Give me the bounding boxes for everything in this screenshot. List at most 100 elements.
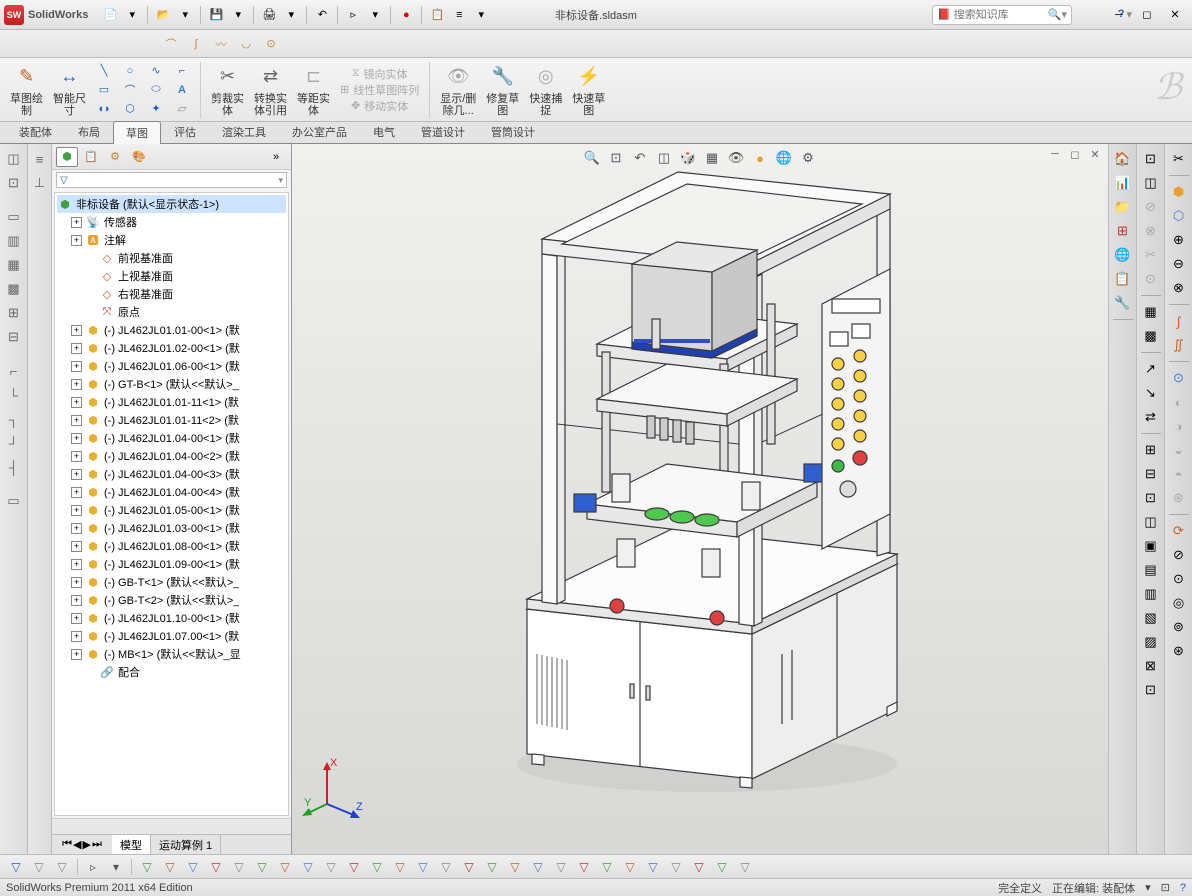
ribbon-tab-0[interactable]: 装配体: [6, 120, 65, 143]
r2-11[interactable]: ⇄: [1140, 406, 1162, 428]
sketch-button[interactable]: ✎ 草图绘 制: [6, 61, 47, 119]
tree-expand-toggle[interactable]: +: [71, 469, 82, 480]
tree-expand-toggle[interactable]: +: [71, 595, 82, 606]
ribbon-tab-7[interactable]: 管道设计: [408, 120, 478, 143]
r3-14[interactable]: ⊛: [1168, 487, 1190, 509]
dropdown-icon[interactable]: ▾: [471, 5, 491, 25]
open-button[interactable]: 📂: [153, 5, 173, 25]
ribbon-tab-2[interactable]: 草图: [113, 121, 161, 144]
b-16[interactable]: ▽: [482, 858, 502, 876]
tree-item[interactable]: +⬢(-) JL462JL01.10-00<1> (默: [57, 609, 286, 627]
close-button[interactable]: ✕: [1162, 6, 1188, 24]
dropdown-icon[interactable]: ▾: [122, 5, 142, 25]
tree-item[interactable]: +⬢(-) JL462JL01.01-11<2> (默: [57, 411, 286, 429]
b-17[interactable]: ▽: [505, 858, 525, 876]
r3-18[interactable]: ◎: [1168, 592, 1190, 614]
mirror-label[interactable]: 镜向实体: [363, 66, 407, 82]
show-hide-button[interactable]: 👁 显示/删 除几...: [436, 61, 480, 119]
b-13[interactable]: ▽: [413, 858, 433, 876]
b-6[interactable]: ▽: [252, 858, 272, 876]
r2-19[interactable]: ▧: [1140, 607, 1162, 629]
tree-tab-property[interactable]: 📋: [80, 147, 102, 167]
vp-minimize[interactable]: ─: [1046, 146, 1064, 162]
options-button[interactable]: 📋: [427, 5, 447, 25]
tree-item[interactable]: +🅰注解: [57, 231, 286, 249]
r3-13[interactable]: ◓: [1168, 463, 1190, 485]
tree-item[interactable]: +⬢(-) JL462JL01.02-00<1> (默: [57, 339, 286, 357]
search-go-icon[interactable]: 🔍: [1048, 8, 1062, 21]
r3-7[interactable]: ∫: [1168, 310, 1190, 332]
r2-10[interactable]: ↘: [1140, 382, 1162, 404]
b-27[interactable]: ▽: [735, 858, 755, 876]
r3-6[interactable]: ⊗: [1168, 277, 1190, 299]
left-tool-5[interactable]: ▦: [3, 254, 25, 276]
move-label[interactable]: 移动实体: [364, 98, 408, 114]
tree-expand-toggle[interactable]: +: [71, 235, 82, 246]
r3-5[interactable]: ⊖: [1168, 253, 1190, 275]
left-tool-9[interactable]: ⌐: [3, 360, 25, 382]
b-filter-1[interactable]: ▽: [6, 858, 26, 876]
tree-hscroll[interactable]: [52, 818, 291, 834]
tree-item[interactable]: ◇右视基准面: [57, 285, 286, 303]
left-tool-2[interactable]: ⊡: [3, 172, 25, 194]
ribbon-tab-1[interactable]: 布局: [65, 120, 113, 143]
search-dropdown-icon[interactable]: ▾: [1061, 8, 1067, 21]
filter-dropdown-icon[interactable]: ▾: [278, 175, 283, 186]
r3-12[interactable]: ◒: [1168, 439, 1190, 461]
arc-tool[interactable]: ⌒: [118, 81, 142, 99]
tree-item[interactable]: +⬢(-) JL462JL01.04-00<4> (默: [57, 483, 286, 501]
motion-tab-1[interactable]: 运动算例 1: [151, 835, 221, 854]
polygon-tool[interactable]: ⬡: [118, 100, 142, 118]
offset-button[interactable]: ⊏ 等距实 体: [293, 61, 334, 119]
tree-expand-toggle[interactable]: +: [71, 415, 82, 426]
search-input[interactable]: [954, 9, 1048, 21]
view-triad[interactable]: X Y Z: [302, 754, 372, 824]
r3-9[interactable]: ⊙: [1168, 367, 1190, 389]
display-style-button[interactable]: ▦: [702, 148, 722, 168]
search-box[interactable]: 📕 🔍 ▾: [932, 5, 1072, 25]
tree-tab-display[interactable]: 🎨: [128, 147, 150, 167]
b-4[interactable]: ▽: [206, 858, 226, 876]
repair-button[interactable]: 🔧 修复草 图: [482, 61, 523, 119]
tab-nav-first[interactable]: ⏮: [62, 838, 72, 851]
tree-item[interactable]: +⬢(-) JL462JL01.04-00<3> (默: [57, 465, 286, 483]
appearance-button[interactable]: ●: [750, 148, 770, 168]
tree-expand-toggle[interactable]: +: [71, 451, 82, 462]
b-25[interactable]: ▽: [689, 858, 709, 876]
tree-item[interactable]: +⬢(-) GT-B<1> (默认<<默认>_: [57, 375, 286, 393]
r3-4[interactable]: ⊕: [1168, 229, 1190, 251]
surface-tool-2[interactable]: ∫: [185, 33, 207, 55]
rect-tool[interactable]: ▭: [92, 81, 116, 99]
tree-item[interactable]: +⬢(-) JL462JL01.08-00<1> (默: [57, 537, 286, 555]
tree-item[interactable]: +⬢(-) JL462JL01.04-00<1> (默: [57, 429, 286, 447]
r2-13[interactable]: ⊟: [1140, 463, 1162, 485]
print-button[interactable]: 🖨: [259, 5, 279, 25]
b-5[interactable]: ▽: [229, 858, 249, 876]
rebuild-button[interactable]: ●: [396, 5, 416, 25]
properties-button[interactable]: ≡: [449, 5, 469, 25]
tree-item[interactable]: +⬢(-) JL462JL01.05-00<1> (默: [57, 501, 286, 519]
tree-item[interactable]: +📡传感器: [57, 213, 286, 231]
r3-17[interactable]: ⊙: [1168, 568, 1190, 590]
b-10[interactable]: ▽: [344, 858, 364, 876]
view-settings-button[interactable]: ⚙: [798, 148, 818, 168]
b-19[interactable]: ▽: [551, 858, 571, 876]
dropdown-icon[interactable]: ▾: [228, 5, 248, 25]
b-filter-2[interactable]: ▽: [29, 858, 49, 876]
b-1[interactable]: ▽: [137, 858, 157, 876]
ribbon-tab-4[interactable]: 渲染工具: [209, 120, 279, 143]
r2-8[interactable]: ▩: [1140, 325, 1162, 347]
tree-expand-toggle[interactable]: +: [71, 487, 82, 498]
save-button[interactable]: 💾: [206, 5, 226, 25]
r3-1[interactable]: ✂: [1168, 148, 1190, 170]
fillet-tool[interactable]: ⌐: [170, 62, 194, 80]
r3-16[interactable]: ⊘: [1168, 544, 1190, 566]
ribbon-tab-8[interactable]: 管筒设计: [478, 120, 548, 143]
surface-tool-5[interactable]: ⊙: [260, 33, 282, 55]
tree-filter-input[interactable]: ▽ ▾: [56, 172, 287, 188]
minimize-button[interactable]: ─: [1106, 6, 1132, 24]
tree-expand-toggle[interactable]: +: [71, 433, 82, 444]
left-tool-7[interactable]: ⊞: [3, 302, 25, 324]
tab-nav-prev[interactable]: ◀: [73, 838, 81, 851]
dropdown-icon[interactable]: ▾: [365, 5, 385, 25]
